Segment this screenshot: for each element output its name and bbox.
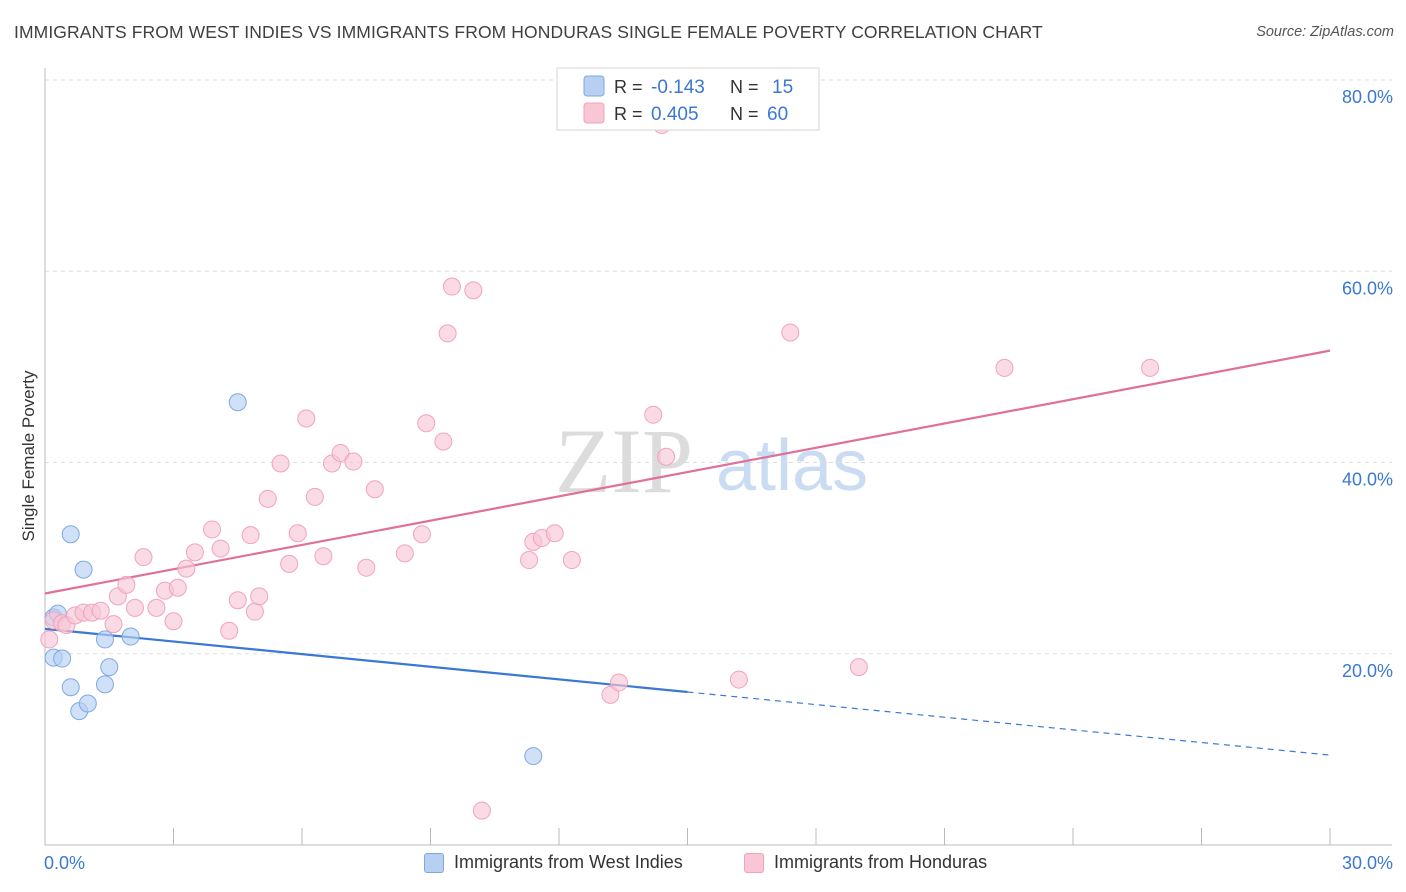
- chart-source: Source: ZipAtlas.com: [1256, 24, 1394, 40]
- point-honduras: [344, 452, 363, 471]
- point-honduras: [781, 323, 800, 342]
- legend-r-label-honduras: R =: [614, 104, 643, 124]
- legend-r-value-west-indies: -0.143: [651, 77, 705, 98]
- legend-swatch-west-indies: [583, 75, 605, 97]
- point-honduras: [434, 432, 453, 451]
- y-tick-label: 20.0%: [1342, 661, 1393, 681]
- point-honduras: [228, 591, 247, 610]
- point-honduras: [412, 525, 431, 544]
- x-tick-label: 0.0%: [44, 853, 85, 873]
- legend-item-honduras[interactable]: Immigrants from Honduras: [744, 852, 987, 873]
- legend-n-label-west-indies: N =: [730, 77, 759, 97]
- legend-item-west-indies[interactable]: Immigrants from West Indies: [424, 852, 683, 873]
- point-honduras: [995, 358, 1014, 377]
- point-west-indies: [121, 627, 140, 646]
- point-honduras: [271, 454, 290, 473]
- point-honduras: [125, 598, 144, 617]
- legend-label-honduras: Immigrants from Honduras: [774, 852, 988, 872]
- point-honduras: [147, 598, 166, 617]
- point-honduras: [250, 587, 269, 606]
- point-west-indies: [95, 675, 114, 694]
- point-honduras: [472, 801, 491, 820]
- point-honduras: [365, 480, 384, 499]
- watermark-atlas: atlas: [716, 426, 868, 506]
- point-honduras: [288, 524, 307, 543]
- point-honduras: [117, 575, 136, 594]
- point-honduras: [211, 539, 230, 558]
- legend-swatch-west-indies-bottom: [424, 852, 444, 873]
- point-honduras: [331, 443, 350, 462]
- point-honduras: [395, 544, 414, 563]
- point-honduras: [258, 489, 277, 508]
- point-honduras: [609, 673, 628, 692]
- point-honduras: [164, 612, 183, 631]
- point-honduras: [297, 409, 316, 428]
- legend-n-label-honduras: N =: [730, 104, 759, 124]
- legend-swatch-honduras-bottom: [744, 852, 764, 873]
- legend-label-west-indies: Immigrants from West Indies: [454, 852, 683, 872]
- y-tick-label: 60.0%: [1342, 278, 1393, 298]
- point-honduras: [657, 447, 676, 466]
- point-honduras: [357, 558, 376, 577]
- point-honduras: [241, 526, 260, 545]
- legend-r-label-west-indies: R =: [614, 77, 643, 97]
- point-honduras: [203, 520, 222, 539]
- point-west-indies: [95, 630, 114, 649]
- point-honduras: [417, 414, 436, 433]
- y-tick-label: 40.0%: [1342, 470, 1393, 490]
- point-honduras: [40, 630, 59, 649]
- point-honduras: [545, 524, 564, 543]
- point-west-indies: [524, 747, 543, 766]
- legend-swatch-honduras: [583, 102, 605, 124]
- point-honduras: [220, 621, 239, 640]
- point-honduras: [245, 602, 264, 621]
- point-honduras: [185, 543, 204, 562]
- point-honduras: [104, 615, 123, 634]
- point-honduras: [1141, 358, 1160, 377]
- point-honduras: [464, 281, 483, 300]
- legend-r-value-honduras: 0.405: [651, 104, 699, 125]
- trend-line-west-indies-extension: [687, 691, 1331, 756]
- y-axis-label: Single Female Poverty: [19, 370, 38, 542]
- legend-n-value-west-indies: 15: [772, 77, 793, 98]
- point-west-indies: [61, 525, 80, 544]
- point-honduras: [729, 670, 748, 689]
- point-honduras: [601, 685, 620, 704]
- point-honduras: [314, 547, 333, 566]
- point-honduras: [562, 551, 581, 570]
- point-honduras: [849, 658, 868, 677]
- point-honduras: [168, 578, 187, 597]
- point-west-indies: [78, 694, 97, 713]
- point-honduras: [280, 554, 299, 573]
- point-honduras: [305, 487, 324, 506]
- point-west-indies: [100, 658, 119, 677]
- y-tick-label: 80.0%: [1342, 87, 1393, 107]
- chart-title: IMMIGRANTS FROM WEST INDIES VS IMMIGRANT…: [14, 22, 1043, 42]
- stats-legend: R = -0.143 N = 15 R = 0.405 N = 60: [556, 67, 820, 131]
- point-honduras: [134, 548, 153, 567]
- legend-n-value-honduras: 60: [767, 104, 788, 125]
- point-west-indies: [61, 678, 80, 697]
- point-honduras: [644, 405, 663, 424]
- point-honduras: [442, 277, 461, 296]
- series-legend: Immigrants from West Indies Immigrants f…: [0, 852, 1406, 878]
- point-honduras: [177, 559, 196, 578]
- trend-line-honduras: [44, 349, 1331, 595]
- point-west-indies: [74, 560, 93, 579]
- point-honduras: [520, 551, 539, 570]
- point-honduras: [438, 324, 457, 343]
- point-west-indies: [53, 649, 72, 668]
- x-tick-label: 30.0%: [1342, 853, 1393, 873]
- point-honduras: [91, 601, 110, 620]
- point-west-indies: [228, 393, 247, 412]
- trend-line-west-indies: [44, 627, 688, 694]
